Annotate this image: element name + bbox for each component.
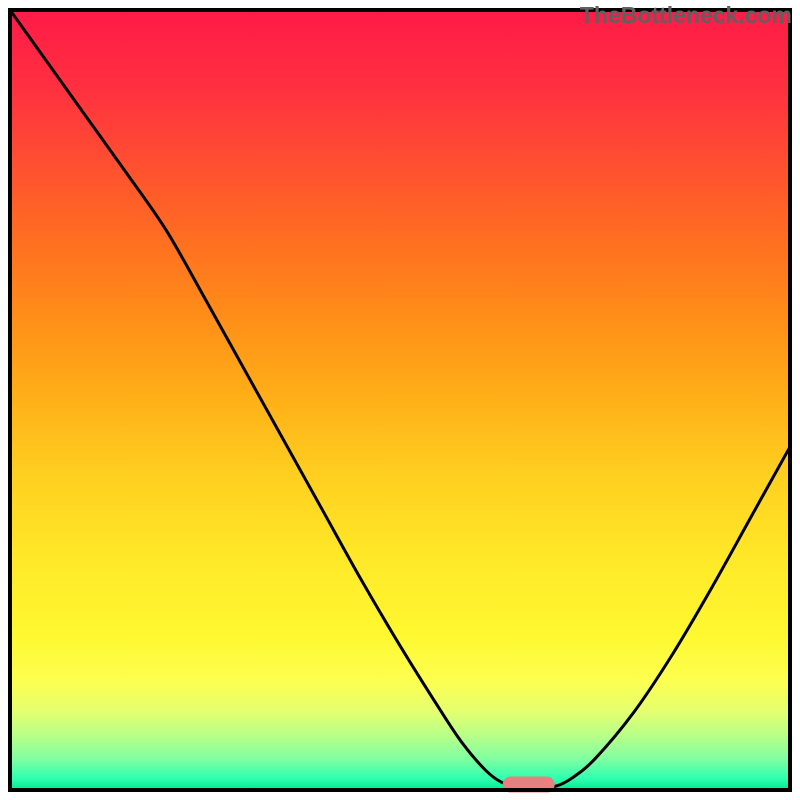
plot-background [10, 10, 790, 790]
watermark-text: TheBottleneck.com [580, 2, 792, 29]
bottleneck-chart: TheBottleneck.com [0, 0, 800, 800]
chart-canvas [0, 0, 800, 800]
